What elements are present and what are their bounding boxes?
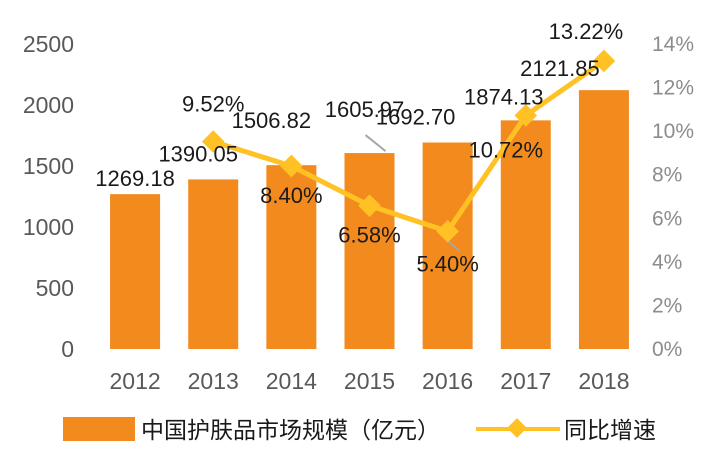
growth-marker xyxy=(514,104,538,127)
bar-2015 xyxy=(344,153,395,349)
category-axis-ticks: 2012 2013 2014 2015 2016 2017 2018 xyxy=(109,368,629,394)
bar-2012 xyxy=(110,194,161,349)
category-label: 2017 xyxy=(500,368,551,394)
legend-label-bar: 中国护肤品市场规模（亿元） xyxy=(141,418,440,444)
right-tick-label: 0% xyxy=(652,338,682,361)
left-tick-label: 2000 xyxy=(23,92,74,118)
right-tick-label: 10% xyxy=(652,120,694,143)
growth-value-label: 5.40% xyxy=(416,251,478,276)
bar-value-label: 2121.85 xyxy=(520,56,600,81)
growth-line xyxy=(212,58,606,234)
bar-2013 xyxy=(188,179,239,349)
right-tick-label: 8% xyxy=(652,164,682,187)
left-tick-label: 1000 xyxy=(23,214,74,240)
right-tick-label: 4% xyxy=(652,251,682,274)
legend-bar-swatch xyxy=(63,417,135,441)
legend: 中国护肤品市场规模（亿元） 同比增速 xyxy=(63,417,656,444)
bar-2018 xyxy=(578,90,629,349)
bar-value-label: 1506.82 xyxy=(232,108,312,133)
bar-2016 xyxy=(422,142,473,349)
line-data-labels: 9.52% 8.40% 6.58% 5.40% 10.72% 13.22% xyxy=(182,19,623,276)
category-label: 2014 xyxy=(266,368,317,394)
right-axis-ticks: 0% 2% 4% 6% 8% 10% 12% 14% xyxy=(652,33,694,361)
bar-2014 xyxy=(266,165,317,349)
leader-line xyxy=(364,134,387,152)
growth-value-label: 10.72% xyxy=(468,137,543,162)
right-tick-label: 6% xyxy=(652,207,682,230)
bar-value-label: 1605.97 xyxy=(325,97,405,122)
category-label: 2015 xyxy=(344,368,395,394)
category-label: 2013 xyxy=(188,368,239,394)
category-label: 2016 xyxy=(422,368,473,394)
right-tick-label: 12% xyxy=(652,77,694,100)
right-tick-label: 2% xyxy=(652,294,682,317)
bar-value-label: 1874.13 xyxy=(464,84,544,109)
growth-value-label: 9.52% xyxy=(182,92,244,117)
left-tick-label: 1500 xyxy=(23,153,74,179)
bar-value-label: 1390.05 xyxy=(158,141,238,166)
right-tick-label: 14% xyxy=(652,33,694,56)
growth-value-label: 6.58% xyxy=(338,223,400,248)
left-tick-label: 500 xyxy=(36,275,74,301)
legend-label-line: 同比增速 xyxy=(564,418,656,444)
growth-value-label: 13.22% xyxy=(549,19,624,44)
bar-2017 xyxy=(500,120,551,349)
bar-series xyxy=(110,90,629,349)
left-axis-ticks: 0 500 1000 1500 2000 2500 xyxy=(23,31,74,362)
category-label: 2018 xyxy=(578,368,629,394)
left-tick-label: 0 xyxy=(61,336,74,362)
bar-value-label: 1692.70 xyxy=(376,104,456,129)
left-tick-label: 2500 xyxy=(23,31,74,57)
bar-value-label: 1269.18 xyxy=(95,166,175,191)
growth-value-label: 8.40% xyxy=(260,183,322,208)
legend-diamond-icon xyxy=(507,418,527,438)
category-label: 2012 xyxy=(109,368,160,394)
